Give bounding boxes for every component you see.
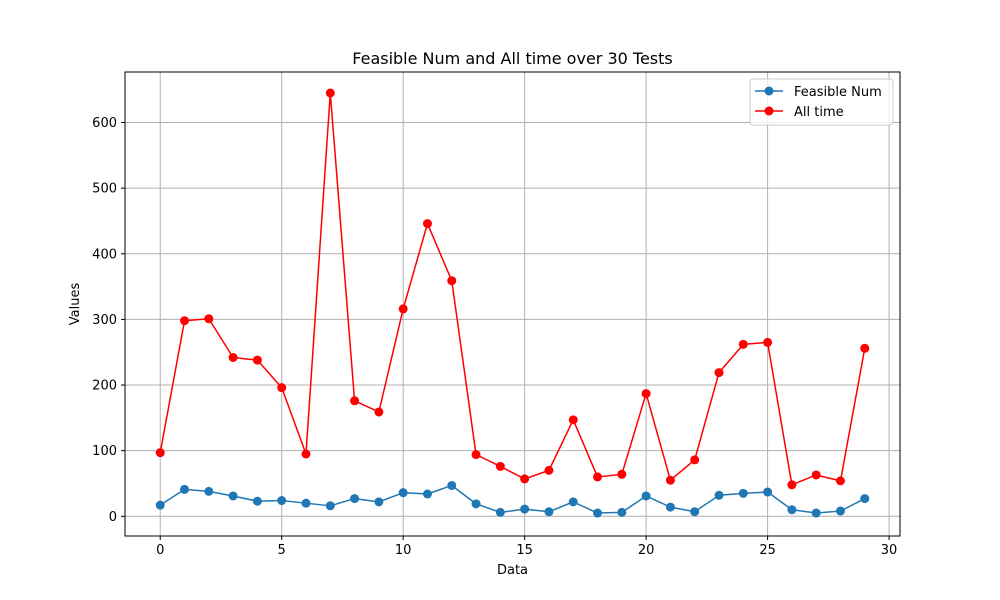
- x-tick-label: 15: [516, 543, 533, 558]
- data-point-feasible-num: [447, 480, 457, 490]
- data-point-feasible-num: [277, 496, 287, 506]
- data-point-feasible-num: [665, 502, 675, 512]
- data-point-all-time: [155, 448, 165, 458]
- data-point-all-time: [568, 415, 578, 425]
- data-point-all-time: [738, 339, 748, 349]
- data-point-feasible-num: [228, 491, 238, 501]
- x-axis-label: Data: [497, 563, 528, 578]
- legend-box: [749, 78, 894, 126]
- y-tick-label: 300: [92, 313, 117, 328]
- data-point-all-time: [252, 355, 262, 365]
- y-tick-label: 100: [92, 444, 117, 459]
- data-point-feasible-num: [544, 507, 554, 517]
- legend-marker-all-time: [764, 106, 774, 116]
- data-point-feasible-num: [617, 507, 627, 517]
- y-tick-label: 400: [92, 247, 117, 262]
- data-point-all-time: [641, 389, 651, 399]
- x-tick-label: 10: [395, 543, 412, 558]
- data-point-feasible-num: [325, 501, 335, 511]
- data-point-feasible-num: [520, 504, 530, 514]
- data-point-all-time: [763, 337, 773, 347]
- data-point-feasible-num: [301, 498, 311, 508]
- data-point-all-time: [471, 450, 481, 460]
- data-point-all-time: [544, 465, 554, 475]
- data-point-all-time: [860, 343, 870, 353]
- y-tick-label: 500: [92, 182, 117, 197]
- legend-label-feasible-num: Feasible Num: [794, 85, 882, 100]
- data-point-feasible-num: [835, 506, 845, 516]
- series-layer: [155, 88, 870, 518]
- data-point-feasible-num: [860, 494, 870, 504]
- data-point-feasible-num: [204, 486, 214, 496]
- y-tick-label: 600: [92, 116, 117, 131]
- legend-marker-feasible-num: [764, 86, 774, 96]
- data-point-all-time: [835, 476, 845, 486]
- data-point-feasible-num: [180, 484, 190, 494]
- data-point-all-time: [301, 449, 311, 459]
- y-tick-label: 0: [109, 510, 117, 525]
- data-point-all-time: [325, 88, 335, 98]
- data-point-all-time: [690, 455, 700, 465]
- data-point-all-time: [665, 475, 675, 485]
- data-point-all-time: [617, 469, 627, 479]
- data-point-all-time: [714, 368, 724, 378]
- x-tick-label: 25: [759, 543, 776, 558]
- data-point-all-time: [520, 474, 530, 484]
- data-point-feasible-num: [495, 507, 505, 517]
- data-point-feasible-num: [568, 497, 578, 507]
- legend-label-all-time: All time: [794, 105, 844, 120]
- chart-title: Feasible Num and All time over 30 Tests: [352, 49, 672, 68]
- data-point-feasible-num: [738, 488, 748, 498]
- data-point-feasible-num: [811, 508, 821, 518]
- data-point-all-time: [350, 396, 360, 406]
- data-point-all-time: [447, 276, 457, 286]
- x-tick-label: 5: [278, 543, 286, 558]
- grid: [125, 72, 900, 536]
- data-point-all-time: [495, 461, 505, 471]
- data-point-all-time: [398, 304, 408, 314]
- data-point-all-time: [422, 219, 432, 229]
- data-point-all-time: [787, 480, 797, 490]
- data-point-all-time: [811, 470, 821, 480]
- data-point-feasible-num: [398, 488, 408, 498]
- data-point-all-time: [204, 314, 214, 324]
- data-point-feasible-num: [350, 494, 360, 504]
- data-point-feasible-num: [471, 499, 481, 509]
- data-point-feasible-num: [690, 507, 700, 517]
- x-tick-label: 20: [638, 543, 655, 558]
- data-point-all-time: [277, 383, 287, 393]
- data-point-feasible-num: [155, 500, 165, 510]
- data-point-feasible-num: [422, 489, 432, 499]
- data-point-feasible-num: [641, 491, 651, 501]
- data-point-feasible-num: [252, 496, 262, 506]
- data-point-all-time: [593, 472, 603, 482]
- data-point-all-time: [374, 407, 384, 417]
- x-tick-label: 30: [881, 543, 898, 558]
- y-tick-label: 200: [92, 379, 117, 394]
- x-tick-label: 0: [156, 543, 164, 558]
- data-point-feasible-num: [374, 497, 384, 507]
- y-axis-label: Values: [68, 283, 83, 326]
- data-point-feasible-num: [787, 505, 797, 515]
- legend: Feasible Num All time: [749, 78, 894, 126]
- data-point-feasible-num: [714, 490, 724, 500]
- plot-frame: [124, 71, 901, 537]
- data-point-all-time: [228, 352, 238, 362]
- data-point-feasible-num: [593, 508, 603, 518]
- data-point-all-time: [180, 316, 190, 326]
- data-point-feasible-num: [763, 487, 773, 497]
